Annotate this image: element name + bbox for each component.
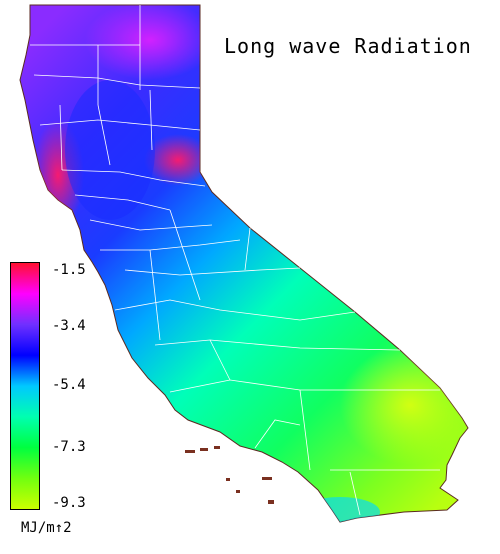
legend-tick-label: -5.4 — [52, 377, 86, 393]
legend-color-bar — [10, 262, 40, 510]
legend-tick-label: -1.5 — [52, 262, 86, 278]
county-boundaries — [30, 5, 440, 516]
north-magenta — [85, 5, 215, 80]
northeast-hotspot — [144, 134, 212, 186]
channel-islands — [185, 446, 274, 504]
color-overlays — [32, 5, 468, 522]
legend-tick-label: -3.4 — [52, 318, 86, 334]
legend-tick-label: -9.3 — [52, 495, 86, 511]
map-title: Long wave Radiation — [224, 34, 472, 58]
legend-tick-label: -7.3 — [52, 439, 86, 455]
desert-yellow — [340, 345, 468, 465]
sacramento-valley-band — [65, 80, 155, 220]
legend-units: MJ/m↑2 — [21, 520, 72, 536]
